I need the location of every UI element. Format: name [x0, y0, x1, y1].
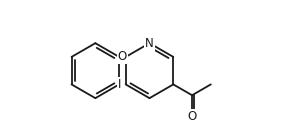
Text: I: I	[118, 78, 121, 91]
Text: N: N	[145, 37, 154, 50]
Text: O: O	[118, 50, 127, 63]
Text: O: O	[187, 110, 197, 123]
